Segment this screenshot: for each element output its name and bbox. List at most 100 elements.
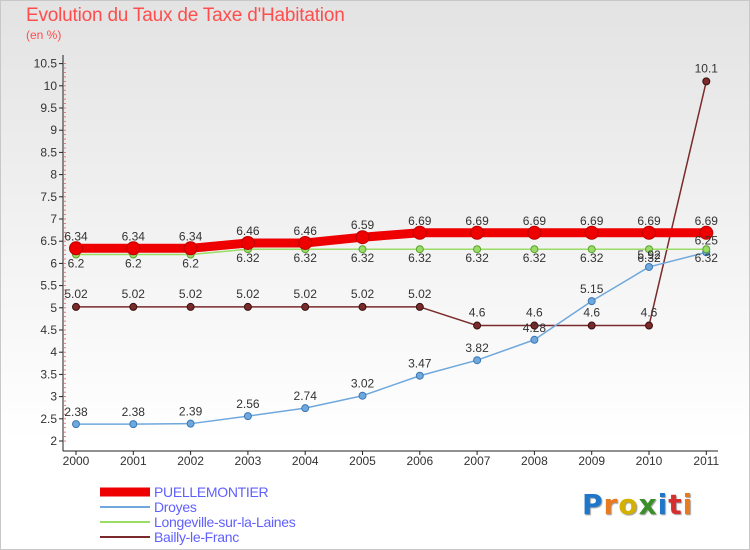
data-label: 6.2 <box>68 257 85 271</box>
data-label: 6.25 <box>695 233 719 247</box>
data-label: 2.56 <box>236 397 260 411</box>
y-tick-label: 7.5 <box>40 190 57 204</box>
data-label: 6.34 <box>122 229 146 243</box>
data-label: 3.47 <box>408 357 432 371</box>
legend-item-longeville: Longeville-sur-la-Laines <box>100 514 296 530</box>
data-label: 6.34 <box>179 229 203 243</box>
data-point <box>355 230 370 245</box>
data-label: 2.38 <box>64 405 88 419</box>
data-label: 6.32 <box>408 251 432 265</box>
logo-letter: o <box>618 488 639 521</box>
logo-letter: i <box>682 488 694 521</box>
data-point <box>358 245 367 254</box>
data-label: 5.02 <box>179 287 203 301</box>
series-line-1 <box>76 251 707 425</box>
data-label: 6.69 <box>465 214 489 228</box>
data-point <box>72 420 80 429</box>
y-tick-label: 7 <box>50 212 57 226</box>
logo-letter: r <box>603 488 619 521</box>
x-tick-label: 2007 <box>464 454 491 468</box>
logo-letter: i <box>657 488 669 521</box>
data-label: 6.32 <box>294 251 318 265</box>
data-point <box>530 245 539 254</box>
y-tick-label: 8.5 <box>40 145 57 159</box>
data-label: 2.38 <box>122 405 146 419</box>
data-point <box>587 321 596 330</box>
series-line-3 <box>76 81 708 327</box>
y-tick-label: 3.5 <box>40 367 57 381</box>
y-tick-label: 9 <box>50 123 57 137</box>
y-tick-label: 2.5 <box>40 412 57 426</box>
x-tick-label: 2001 <box>120 454 147 468</box>
data-label: 6.32 <box>637 251 661 265</box>
chart-title: Evolution du Taux de Taxe d'Habitation <box>26 5 345 26</box>
data-point <box>587 297 596 306</box>
legend-swatch <box>100 487 150 496</box>
y-tick-label: 2 <box>50 434 57 448</box>
data-label: 4.6 <box>469 306 486 320</box>
legend-label: PUELLEMONTIER <box>154 483 269 500</box>
data-point <box>527 225 542 240</box>
data-point <box>358 391 367 400</box>
y-tick-label: 9.5 <box>40 101 57 115</box>
legend-item-puellemontier: PUELLEMONTIER <box>100 483 295 500</box>
data-point <box>298 235 313 250</box>
data-point <box>530 321 539 330</box>
x-tick-label: 2003 <box>235 454 262 468</box>
x-tick-label: 2004 <box>292 454 319 468</box>
x-tick-label: 2005 <box>349 454 376 468</box>
data-point <box>186 419 195 428</box>
data-label: 5.02 <box>294 287 318 301</box>
legend-swatch <box>100 520 150 523</box>
x-tick-label: 2002 <box>177 454 204 468</box>
data-label: 6.32 <box>351 251 375 265</box>
legend-swatch <box>100 505 150 508</box>
data-point <box>186 302 195 311</box>
legend-swatch <box>100 535 150 538</box>
x-tick-label: 2010 <box>636 454 663 468</box>
data-label: 6.69 <box>637 214 661 228</box>
series-line-0 <box>76 228 707 253</box>
data-point <box>415 371 424 380</box>
data-point <box>470 225 485 240</box>
y-tick-label: 4 <box>50 345 57 359</box>
proxiti-logo: Proxiti <box>582 488 693 521</box>
data-point <box>301 404 310 413</box>
data-point <box>645 321 653 330</box>
data-point <box>530 335 539 344</box>
data-point <box>587 245 596 254</box>
logo-letter: t <box>668 488 683 521</box>
data-label: 3.02 <box>351 377 375 391</box>
y-tick-label: 3 <box>50 390 57 404</box>
legend-label: Droyes <box>154 498 197 515</box>
data-point <box>72 302 80 311</box>
data-label: 6.46 <box>236 224 260 238</box>
data-label: 5.02 <box>64 287 88 301</box>
data-label: 5.02 <box>236 287 260 301</box>
data-point <box>126 241 141 256</box>
data-point <box>645 245 653 254</box>
data-label: 5.02 <box>408 287 432 301</box>
y-tick-label: 5 <box>50 301 57 315</box>
data-point <box>301 302 310 311</box>
data-label: 10.1 <box>695 61 719 75</box>
data-label: 6.32 <box>695 251 719 265</box>
data-point <box>415 302 424 311</box>
legend-item-droyes: Droyes <box>100 498 295 515</box>
y-tick-label: 10 <box>44 79 58 93</box>
y-tick-label: 10.5 <box>34 57 58 71</box>
data-label: 4.6 <box>583 306 600 320</box>
data-label: 4.6 <box>526 306 543 320</box>
y-tick-label: 8 <box>50 168 57 182</box>
data-label: 6.69 <box>523 214 547 228</box>
data-label: 5.15 <box>580 282 604 296</box>
data-point <box>358 302 367 311</box>
legend: PUELLEMONTIER Droyes Longeville-sur-la-L… <box>100 483 296 545</box>
data-label: 5.02 <box>122 287 146 301</box>
data-point <box>702 77 711 86</box>
x-tick-label: 2009 <box>578 454 605 468</box>
data-label: 6.2 <box>182 257 199 271</box>
legend-item-bailly: Bailly-le-Franc <box>100 529 295 545</box>
data-point <box>243 412 252 421</box>
